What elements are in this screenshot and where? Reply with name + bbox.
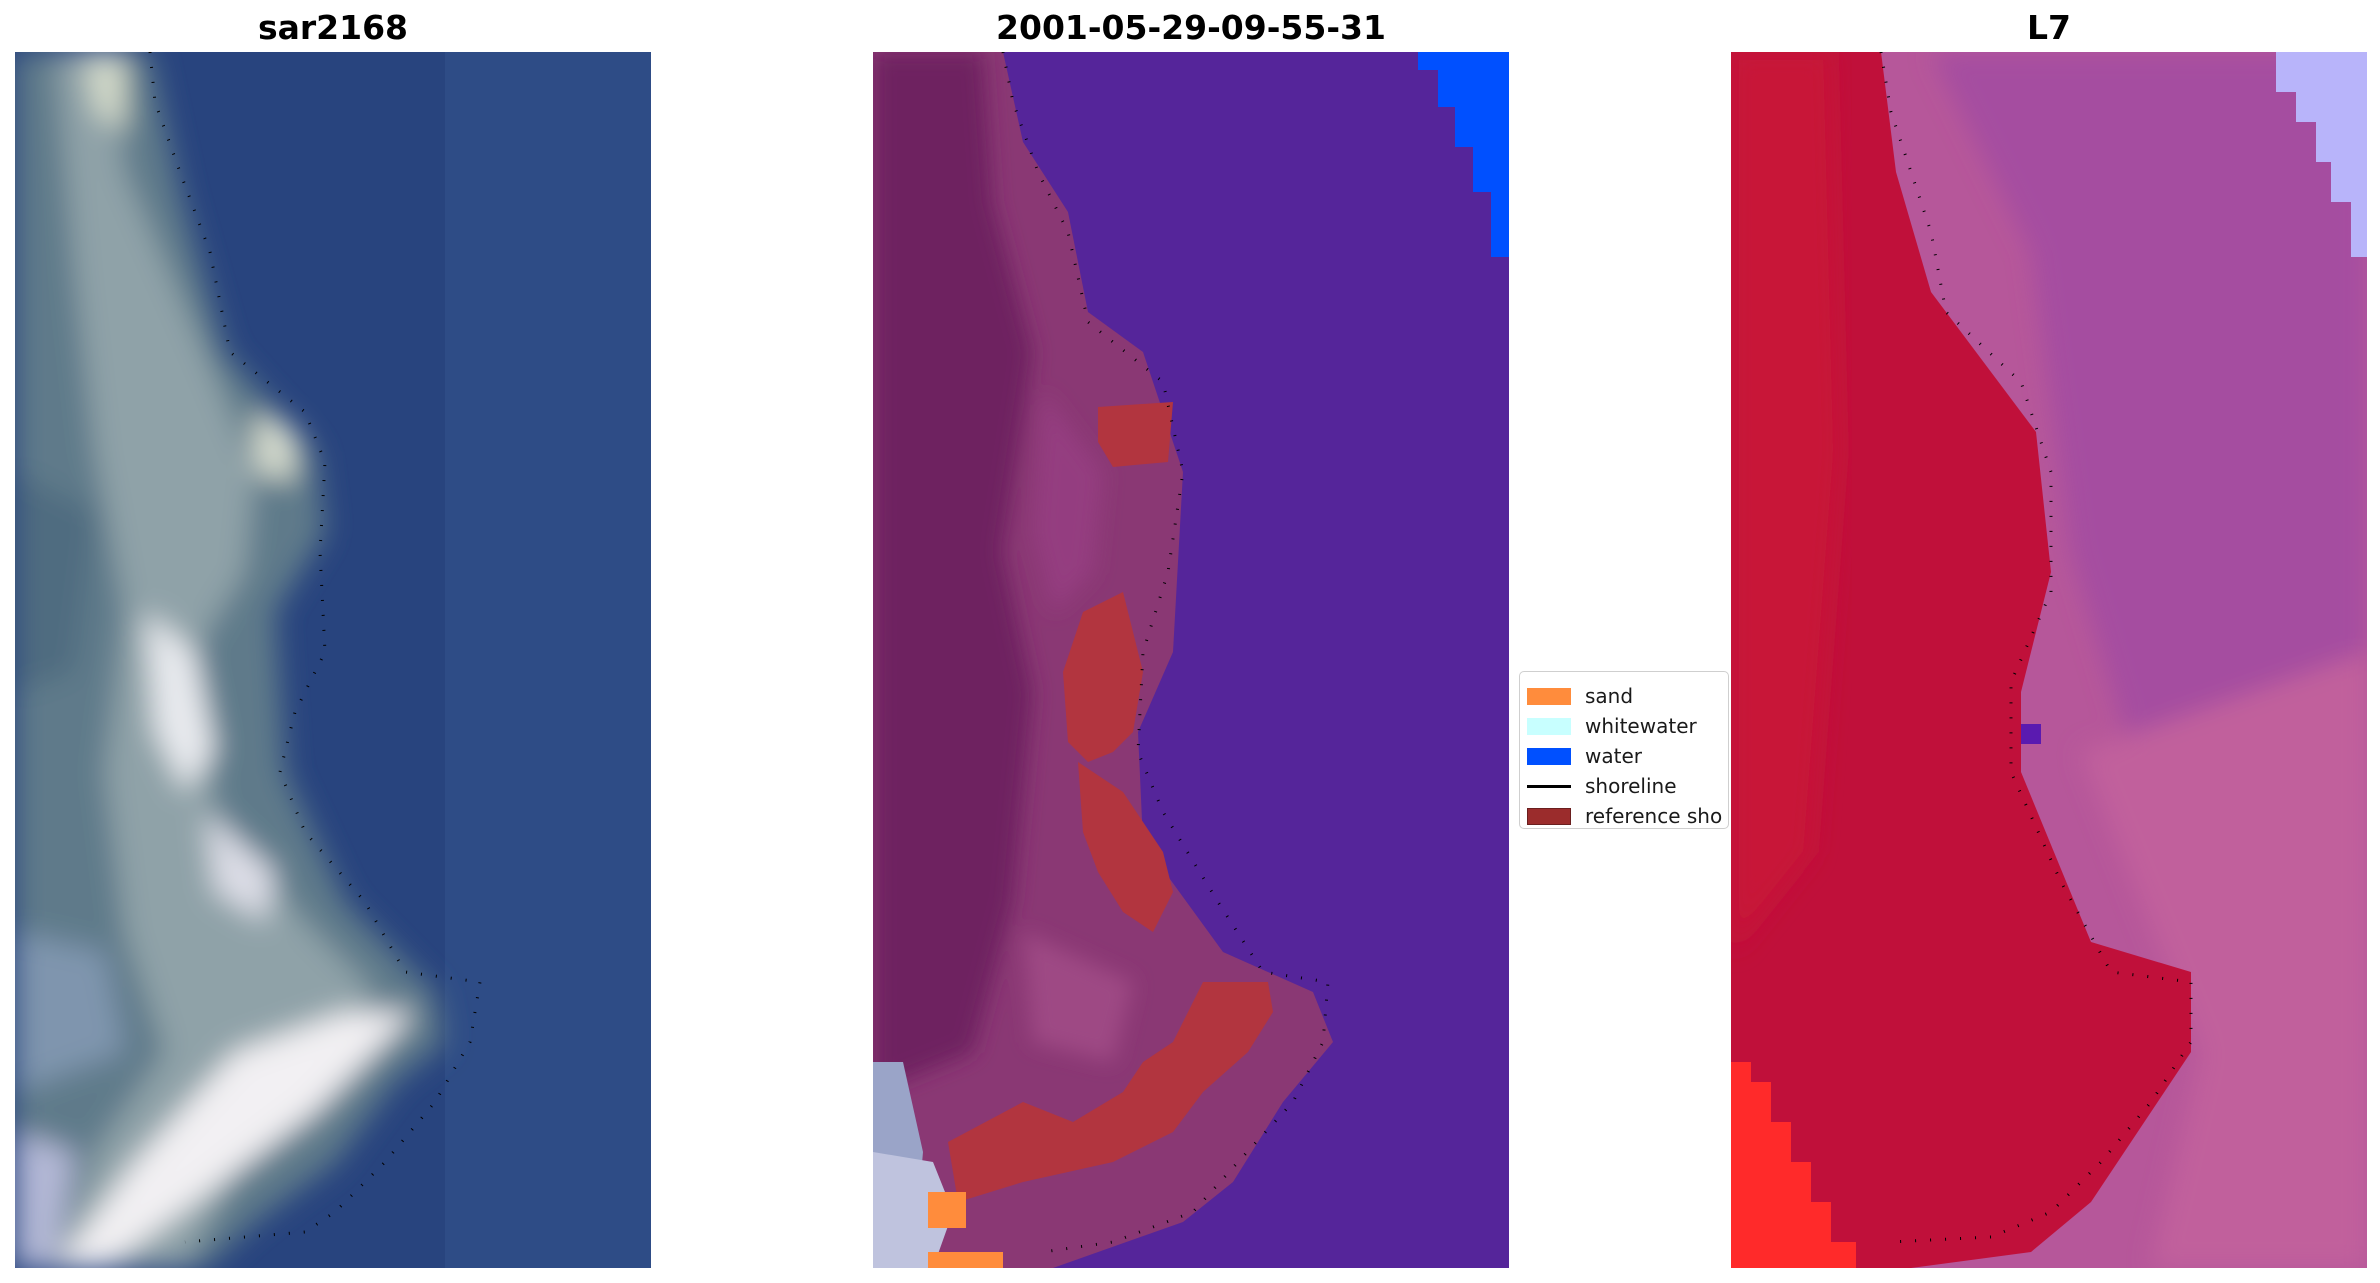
panel-title-classification: 2001-05-29-09-55-31: [996, 8, 1386, 47]
index-image-panel: [1731, 52, 2367, 1268]
legend-label: whitewater: [1585, 714, 1697, 738]
legend-item-whitewater: whitewater: [1527, 712, 1697, 740]
legend-swatch-whitewater: [1527, 717, 1571, 735]
legend-label: sand: [1585, 684, 1634, 708]
sand-class: [928, 1192, 1003, 1268]
shoreline-dots: [1879, 52, 2193, 1244]
legend-label: shoreline: [1585, 774, 1677, 798]
classification-panel: [873, 52, 1509, 1268]
water-pixel: [2021, 724, 2041, 744]
whitewater-corner: [2276, 52, 2367, 257]
legend-item-sand: sand: [1527, 682, 1633, 710]
water-class-corner: [1418, 52, 1509, 257]
panel-title-rgb: sar2168: [257, 8, 409, 47]
legend: sand whitewater water shoreline referenc…: [1519, 671, 1729, 829]
legend-swatch-sand: [1527, 687, 1571, 705]
legend-label: reference sho: [1585, 804, 1723, 828]
legend-swatch-reference-shoreline: [1527, 807, 1571, 825]
legend-item-water: water: [1527, 742, 1642, 770]
land-region: [1731, 52, 2191, 1268]
legend-item-shoreline: shoreline: [1527, 772, 1677, 800]
land-texture: [15, 52, 445, 1268]
legend-swatch-water: [1527, 747, 1571, 765]
panel-title-ndwi: L7: [2027, 8, 2071, 47]
legend-label: water: [1585, 744, 1642, 768]
legend-line-shoreline: [1527, 784, 1571, 788]
legend-item-reference-shoreline: reference sho: [1527, 802, 1723, 828]
reference-shoreline-regions: [948, 402, 1273, 1202]
bright-corner: [1731, 1062, 1856, 1268]
rgb-image-panel: [15, 52, 651, 1268]
